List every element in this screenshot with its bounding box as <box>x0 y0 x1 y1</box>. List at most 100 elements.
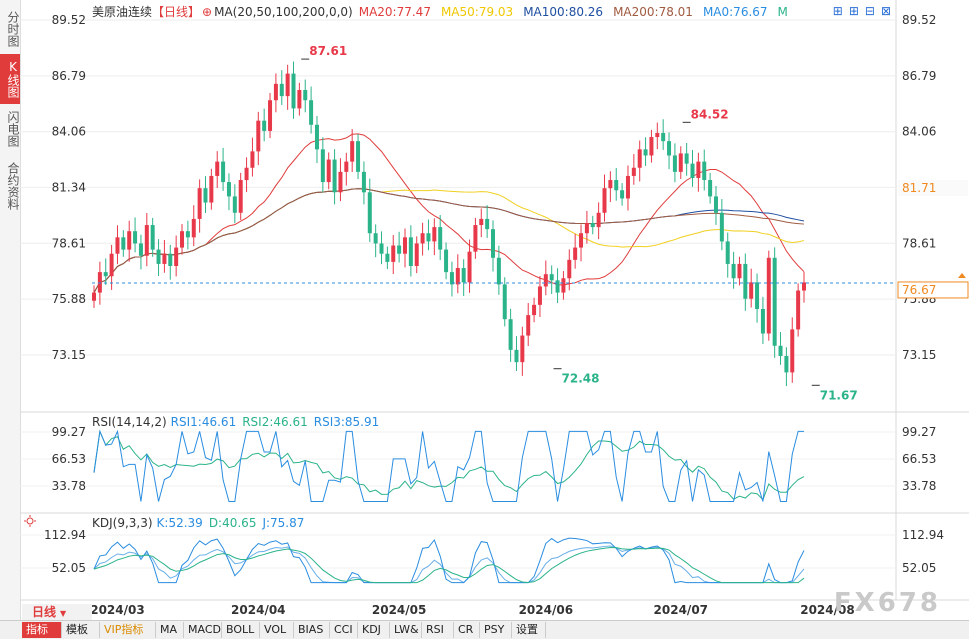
y-tick-right: 84.06 <box>902 125 936 139</box>
candle-body <box>479 218 484 226</box>
candle-body <box>273 83 278 101</box>
rsi1-value: RSI1:46.61 <box>170 415 237 429</box>
d-value: D:40.65 <box>208 516 257 530</box>
candle-body <box>667 141 672 156</box>
candle-body <box>197 188 202 219</box>
candle-body <box>103 272 108 277</box>
rsi3-line <box>93 429 804 502</box>
toolbar-item[interactable]: CR <box>454 622 480 638</box>
candle-body <box>221 161 226 183</box>
rsi-tick-left: 33.78 <box>52 479 86 493</box>
candle-body <box>191 218 196 238</box>
y-tick-left: 73.15 <box>52 348 86 362</box>
indicator-toolbar: 指标 模板 VIP指标 MA MACD BOLL VOL BIAS CCI KDJ LW& RSI CR… <box>0 620 969 639</box>
candle-body <box>760 308 765 334</box>
candle-body <box>115 237 120 254</box>
grid-lines <box>20 19 896 569</box>
expand-icon[interactable]: ⊞ <box>832 4 849 18</box>
candle-body <box>719 212 724 242</box>
candle-body <box>162 253 167 264</box>
candle-body <box>420 233 425 244</box>
candle-body <box>713 196 718 213</box>
candle-body <box>708 180 713 197</box>
kdj-tick-right: 112.94 <box>902 528 944 542</box>
candle-body <box>467 251 472 283</box>
grid-icon[interactable]: ⊞ <box>848 4 865 18</box>
candle-body <box>731 263 736 279</box>
candle-body <box>156 249 161 264</box>
ma20-value: MA20:77.47 <box>358 5 431 19</box>
toolbar-item[interactable]: LW& <box>390 622 422 638</box>
candle-body <box>802 282 806 291</box>
candle-body <box>684 153 689 164</box>
candle-body <box>755 282 760 309</box>
candle-body <box>314 124 319 150</box>
candle-body <box>250 151 255 168</box>
candle-body <box>590 223 595 228</box>
toolbar-item[interactable]: BOLL <box>222 622 260 638</box>
candle-body <box>461 268 466 283</box>
candle-body <box>385 253 390 262</box>
candle-body <box>496 257 501 285</box>
candle-body <box>426 233 431 242</box>
candle-body <box>514 349 519 363</box>
toolbar-item[interactable]: CCI <box>330 622 358 638</box>
candle-body <box>766 257 771 334</box>
toolbar-item[interactable]: KDJ <box>358 622 390 638</box>
tab-contract-info[interactable]: 合约资料 <box>6 162 20 210</box>
last-price-box <box>897 281 969 299</box>
candle-body <box>620 190 625 199</box>
m-label: M <box>777 5 788 19</box>
toolbar-item[interactable]: 模板 <box>62 622 100 638</box>
candle-body <box>485 218 490 230</box>
toolbar-item[interactable]: MACD <box>184 622 222 638</box>
toolbar-item[interactable]: BIAS <box>294 622 330 638</box>
toolbar-item[interactable]: 设置 <box>512 622 546 638</box>
kdj-k-line <box>93 545 805 584</box>
tab-flash[interactable]: 闪电图 <box>6 111 20 147</box>
rsi1-line <box>93 429 805 501</box>
candle-body <box>309 100 314 125</box>
candle-body <box>174 247 179 266</box>
toolbar-item[interactable]: RSI <box>422 622 454 638</box>
candle-body <box>567 259 572 279</box>
candle-body <box>526 315 531 336</box>
window-controls: ⊞⊞⊟⊠ <box>833 4 897 18</box>
ma-params[interactable]: MA(20,50,100,200,0,0) <box>214 5 353 19</box>
candle-body <box>133 231 138 244</box>
kdj-params: KDJ(9,3,3) <box>92 516 153 530</box>
candle-body <box>631 167 636 176</box>
k-value: K:52.39 <box>156 516 203 530</box>
rsi-params: RSI(14,14,2) <box>92 415 167 429</box>
rsi-tick-right: 99.27 <box>902 425 936 439</box>
candle-body <box>238 180 243 213</box>
candle-body <box>508 319 513 350</box>
close-icon[interactable]: ⊠ <box>880 4 897 18</box>
price-annotations: 87.61 72.48 84.52 71.67 <box>301 44 858 402</box>
tab-timeshare[interactable]: 分时图 <box>6 11 20 47</box>
toolbar-item[interactable]: 指标 <box>22 622 62 638</box>
toggle-icon[interactable]: ⊕ <box>202 5 213 19</box>
candle-body <box>402 237 407 254</box>
rsi3-value: RSI3:85.91 <box>313 415 380 429</box>
annotation-label: 87.61 <box>309 44 347 58</box>
toolbar-item[interactable]: VIP指标 <box>100 622 156 638</box>
candle-body <box>279 83 284 97</box>
settings-sun-icon[interactable] <box>24 515 36 527</box>
ma20-line <box>93 133 805 293</box>
candle-body <box>532 304 537 316</box>
candle-body <box>602 188 607 213</box>
toolbar-item[interactable]: PSY <box>480 622 512 638</box>
tab-kline[interactable]: K线图 <box>0 54 20 104</box>
candle-body <box>150 225 155 250</box>
candle-body <box>749 282 754 299</box>
candle-body <box>109 253 114 277</box>
toolbar-item[interactable]: VOL <box>260 622 294 638</box>
candle-body <box>432 227 437 242</box>
grid-icon-2[interactable]: ⊟ <box>864 4 881 18</box>
candle-body <box>127 231 132 250</box>
toolbar-item[interactable]: MA <box>156 622 184 638</box>
candle-body <box>743 263 748 299</box>
ma0-value: MA0:76.67 <box>702 5 768 19</box>
period-selector[interactable]: 日线 ▼ <box>22 604 92 620</box>
